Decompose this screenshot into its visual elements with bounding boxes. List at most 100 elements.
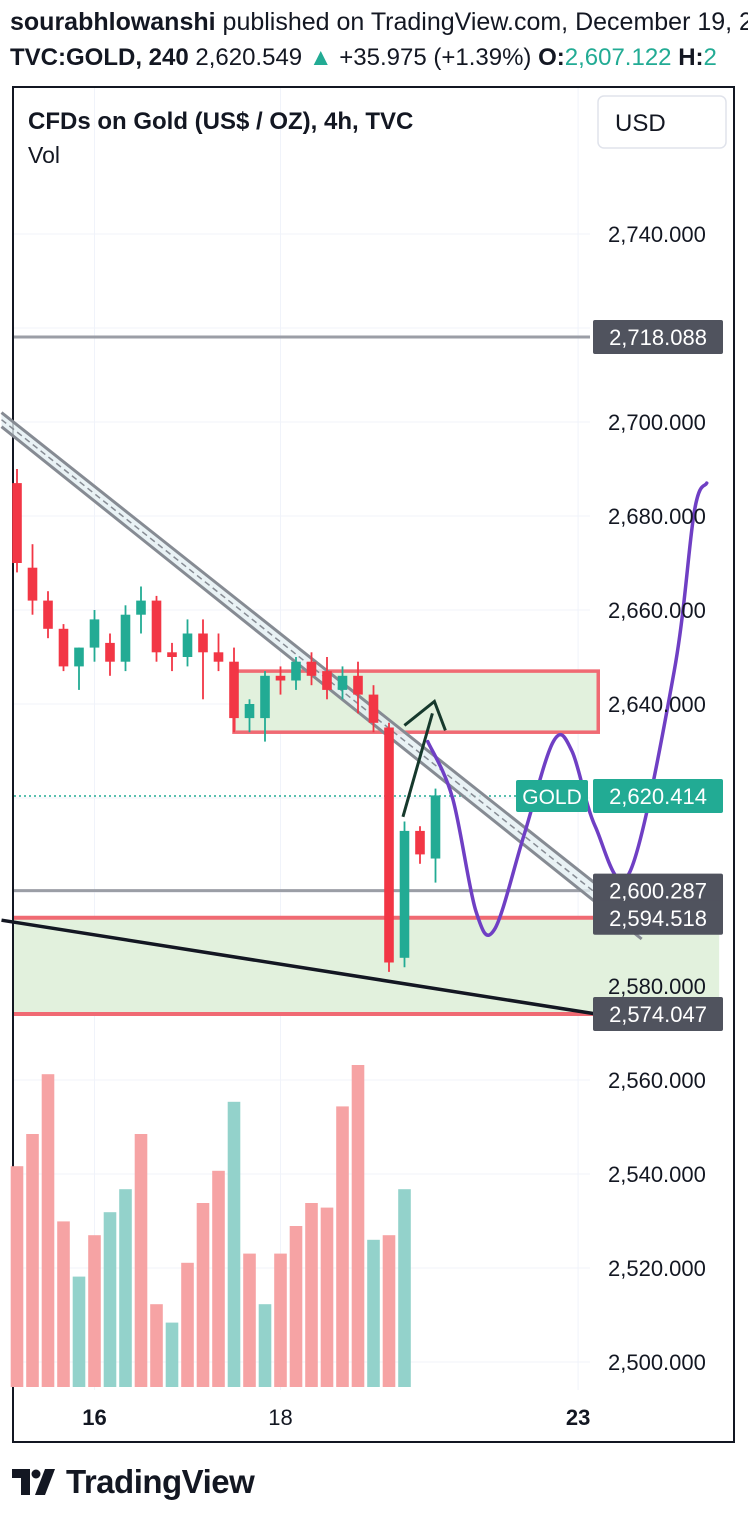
legend-title: CFDs on Gold (US$ / OZ), 4h, TVC [28,108,413,135]
currency-button-box[interactable] [597,95,727,149]
price-label-box [593,900,723,935]
x-axis-tick-label: 18 [268,1405,292,1430]
volume-bar [165,1322,179,1387]
volume-bar [41,1074,55,1387]
candle-body [415,830,425,855]
volume-bar [336,1106,349,1387]
candle-body [182,633,193,657]
open-label: O: [538,44,565,71]
price-label-box [593,996,723,1031]
volume-bar [243,1253,256,1387]
volume-bar [320,1207,334,1387]
volume-bar [196,1203,210,1387]
channel-fill [1,412,642,940]
volume-bar [26,1134,39,1387]
candle-body [275,675,286,681]
legend-indicator-vol[interactable]: Vol [28,142,60,168]
candle-body [12,483,22,563]
price-label-box [593,319,723,354]
x-axis-tick-label: 23 [566,1405,590,1430]
candle-body [384,727,394,963]
volume-bar [367,1239,380,1387]
published-text: published on TradingView.com, December 1… [215,8,748,36]
volume-bar [398,1189,411,1387]
symbol-quote-line: TVC:GOLD, 240 2,620.549 ▲ +35.975 (+1.39… [10,44,748,72]
volume-bar [227,1101,241,1387]
candle-body [198,633,208,653]
volume-bar [181,1262,194,1387]
price-label-box [593,779,723,814]
price-label-box [593,873,723,908]
volume-bar [57,1221,70,1387]
candle-body [306,661,317,676]
open-value: 2,607.122 [564,44,672,71]
chart-frame [12,86,735,1443]
symbol-label: TVC:GOLD, 240 [10,44,189,71]
y-axis-tick-label: 2,680.000 [608,504,706,529]
publish-header: sourabhlowanshi published on TradingView… [10,8,748,37]
tradingview-logo-icon [12,1469,55,1495]
y-axis-tick-label: 2,740.000 [608,222,706,247]
candle-body [58,628,69,667]
volume-bar [103,1212,117,1387]
candle-body [322,671,332,690]
high-label: H: [678,44,704,71]
channel-upper-line [0,411,643,922]
y-axis-tick-label: 2,520.000 [608,1256,706,1281]
y-axis-tick-label: 2,500.000 [608,1350,706,1375]
volume-bar [134,1134,148,1387]
candle-body [213,652,224,662]
candle-body [368,694,379,723]
y-axis-tick-label: 2,540.000 [608,1162,706,1187]
candle-body [120,614,131,662]
y-axis-tick-label: 2,580.000 [608,974,706,999]
volume-bar [88,1235,101,1387]
currency-button-label[interactable]: USD [615,110,666,137]
volume-bar [289,1226,303,1387]
volume-bar [150,1304,163,1387]
price-label-value: 2,620.414 [609,784,707,809]
candle-body [430,795,441,859]
symbol-tag-label: GOLD [522,786,582,809]
price-label-value: 2,594.518 [609,906,707,931]
volume-bar [10,1166,24,1387]
currency-button[interactable]: USD [597,95,727,149]
volume-bar [212,1170,225,1387]
volume-bar [258,1304,272,1387]
y-axis-tick-label: 2,700.000 [608,410,706,435]
candle-body [353,675,363,695]
tradingview-footer: TradingView [12,1462,255,1502]
candle-body [105,642,115,662]
volume-bar [305,1203,318,1387]
price-label-value: 2,718.088 [609,325,707,350]
price-label-value: 2,574.047 [609,1002,707,1027]
candle-body [27,567,38,601]
candle-body [260,675,270,719]
projection-arrow-head [403,698,447,731]
last-price: 2,620.549 [195,44,303,71]
candle-body [151,600,162,653]
price-change: +35.975 (+1.39%) [339,44,532,71]
volume-bar [351,1065,365,1387]
candle-body [89,619,100,648]
candle-body [291,661,301,681]
volume-bar [72,1276,86,1387]
candle-body [167,652,177,657]
y-axis-tick-label: 2,560.000 [608,1068,706,1093]
author-name[interactable]: sourabhlowanshi [10,8,216,36]
x-axis-tick-label: 16 [82,1405,106,1430]
y-axis-tick-label: 2,640.000 [608,692,706,717]
symbol-tag-box [516,780,588,813]
projection-arrow-shaft [401,712,434,818]
y-axis-tick-label: 2,660.000 [608,598,706,623]
volume-bar [382,1235,396,1387]
candle-body [229,661,239,719]
candle-body [399,830,410,958]
channel-lower-line [0,425,643,941]
tradingview-brand: TradingView [66,1463,255,1500]
volume-bar [274,1253,287,1387]
support-trendline [1,918,658,1026]
high-value: 2 [703,44,717,71]
resistance-zone [232,669,600,734]
